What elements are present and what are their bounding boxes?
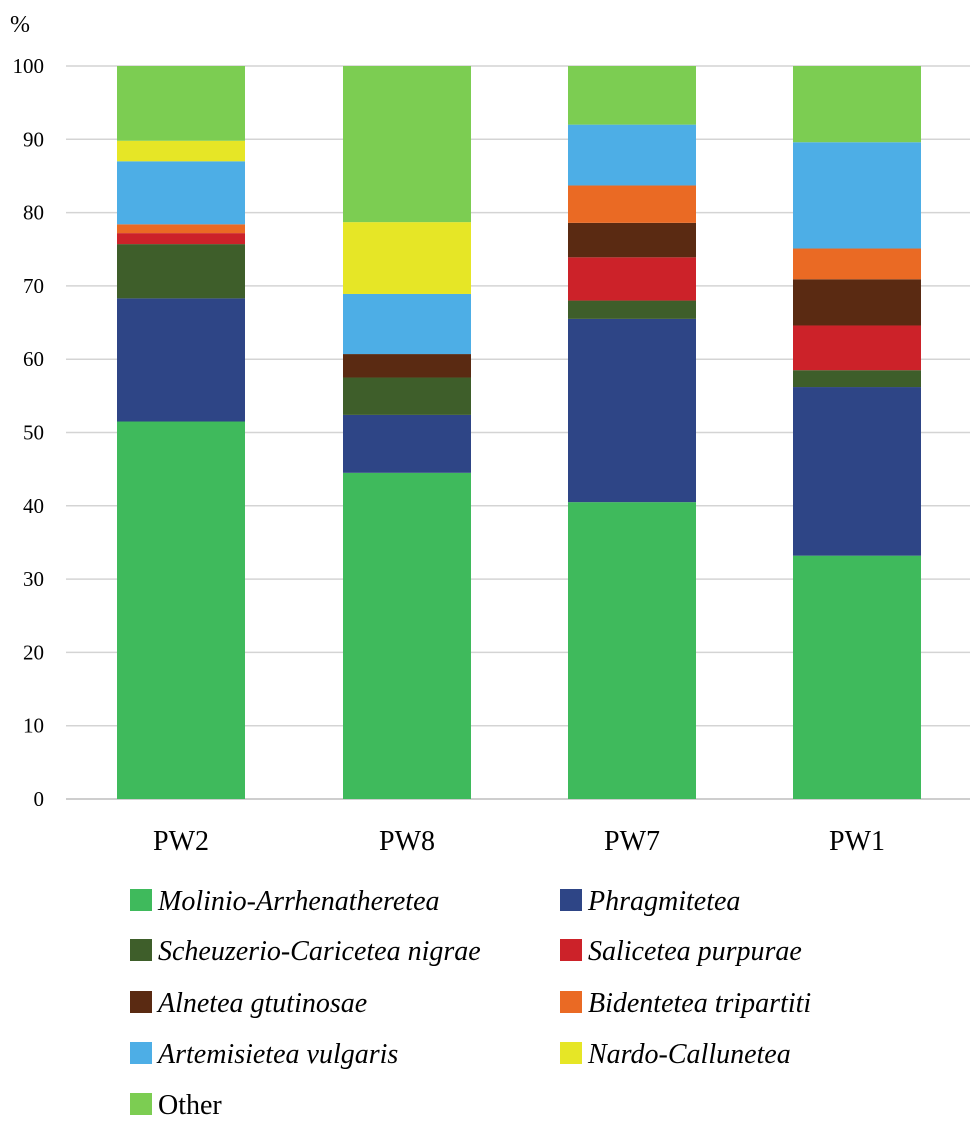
bar-segment bbox=[568, 502, 696, 799]
y-tick-label: 10 bbox=[23, 714, 44, 738]
bar-stack-pw1 bbox=[793, 66, 921, 799]
y-axis-unit-label: % bbox=[10, 12, 30, 38]
y-tick-label: 30 bbox=[23, 567, 44, 591]
legend-item: Molinio-Arrhenatheretea bbox=[130, 886, 440, 917]
bar-segment bbox=[117, 244, 245, 299]
legend-item: Artemisietea vulgaris bbox=[130, 1039, 398, 1070]
bar-stack-pw2 bbox=[117, 66, 245, 799]
legend-swatch bbox=[560, 991, 582, 1013]
legend-label: Alnetea gtutinosae bbox=[156, 988, 367, 1019]
bar-segment bbox=[117, 421, 245, 799]
bar-segment bbox=[117, 140, 245, 162]
bar-segment bbox=[568, 300, 696, 319]
y-tick-label: 60 bbox=[23, 347, 44, 371]
x-category-label: PW8 bbox=[379, 826, 435, 857]
legend-item: Alnetea gtutinosae bbox=[130, 988, 367, 1019]
legend-item: Salicetea purpurae bbox=[560, 936, 802, 967]
y-tick-label: 90 bbox=[23, 127, 44, 151]
x-category-label: PW7 bbox=[604, 826, 660, 857]
legend-item: Phragmitetea bbox=[560, 886, 740, 917]
legend-label: Nardo-Callunetea bbox=[587, 1039, 791, 1070]
y-tick-label: 20 bbox=[23, 640, 44, 664]
legend-swatch bbox=[560, 939, 582, 961]
legend-label: Salicetea purpurae bbox=[588, 936, 802, 967]
y-tick-label: 50 bbox=[23, 421, 44, 445]
bar-segment bbox=[793, 555, 921, 799]
bar-segment bbox=[568, 124, 696, 186]
legend-swatch bbox=[130, 991, 152, 1013]
bar-segment bbox=[343, 293, 471, 355]
bar-segment bbox=[568, 318, 696, 503]
y-axis-ticks: 0 10 20 30 40 50 60 70 80 90 100 bbox=[13, 54, 45, 811]
x-category-label: PW2 bbox=[153, 826, 209, 857]
legend-swatch bbox=[130, 889, 152, 911]
bar-segment bbox=[793, 370, 921, 388]
y-tick-label: 80 bbox=[23, 201, 44, 225]
bar-segment bbox=[343, 414, 471, 473]
bar-segment bbox=[343, 472, 471, 799]
legend: Molinio-Arrhenatheretea Phragmitetea Scheu… bbox=[130, 886, 811, 1121]
legend-swatch bbox=[560, 1042, 582, 1064]
bar-segment bbox=[793, 66, 921, 143]
legend-item: Bidentetea tripartiti bbox=[560, 988, 811, 1019]
legend-item: Scheuzerio-Caricetea nigrae bbox=[130, 936, 481, 967]
legend-swatch bbox=[130, 939, 152, 961]
legend-swatch bbox=[560, 889, 582, 911]
bar-segment bbox=[117, 161, 245, 225]
y-tick-label: 100 bbox=[13, 54, 45, 78]
y-tick-label: 0 bbox=[34, 787, 45, 811]
y-tick-label: 40 bbox=[23, 494, 44, 518]
legend-label: Other bbox=[158, 1090, 222, 1121]
bar-segment bbox=[117, 298, 245, 422]
bars bbox=[117, 66, 921, 799]
bar-segment bbox=[568, 222, 696, 258]
bar-segment bbox=[343, 354, 471, 378]
x-category-label: PW1 bbox=[829, 826, 885, 857]
legend-label: Molinio-Arrhenatheretea bbox=[157, 886, 440, 917]
bar-segment bbox=[568, 257, 696, 301]
legend-swatch bbox=[130, 1093, 152, 1115]
bar-segment bbox=[793, 279, 921, 326]
bar-segment bbox=[568, 66, 696, 125]
bar-segment bbox=[568, 185, 696, 223]
bar-segment bbox=[793, 387, 921, 556]
bar-stack-pw7 bbox=[568, 66, 696, 799]
legend-label: Artemisietea vulgaris bbox=[156, 1039, 398, 1070]
bar-segment bbox=[793, 142, 921, 249]
bar-segment bbox=[343, 222, 471, 294]
bar-segment bbox=[793, 248, 921, 280]
legend-label: Bidentetea tripartiti bbox=[588, 988, 811, 1019]
y-tick-label: 70 bbox=[23, 274, 44, 298]
bar-segment bbox=[343, 66, 471, 223]
bar-stack-pw8 bbox=[343, 66, 471, 799]
bar-segment bbox=[117, 224, 245, 234]
bar-segment bbox=[117, 233, 245, 245]
bar-segment bbox=[117, 66, 245, 141]
legend-item: Other bbox=[130, 1090, 222, 1121]
bar-segment bbox=[793, 325, 921, 371]
legend-label: Phragmitetea bbox=[587, 886, 740, 917]
x-axis-category-labels: PW2 PW8 PW7 PW1 bbox=[153, 826, 885, 857]
legend-label: Scheuzerio-Caricetea nigrae bbox=[158, 936, 481, 967]
bar-segment bbox=[343, 377, 471, 415]
legend-swatch bbox=[130, 1042, 152, 1064]
legend-item: Nardo-Callunetea bbox=[560, 1039, 791, 1070]
